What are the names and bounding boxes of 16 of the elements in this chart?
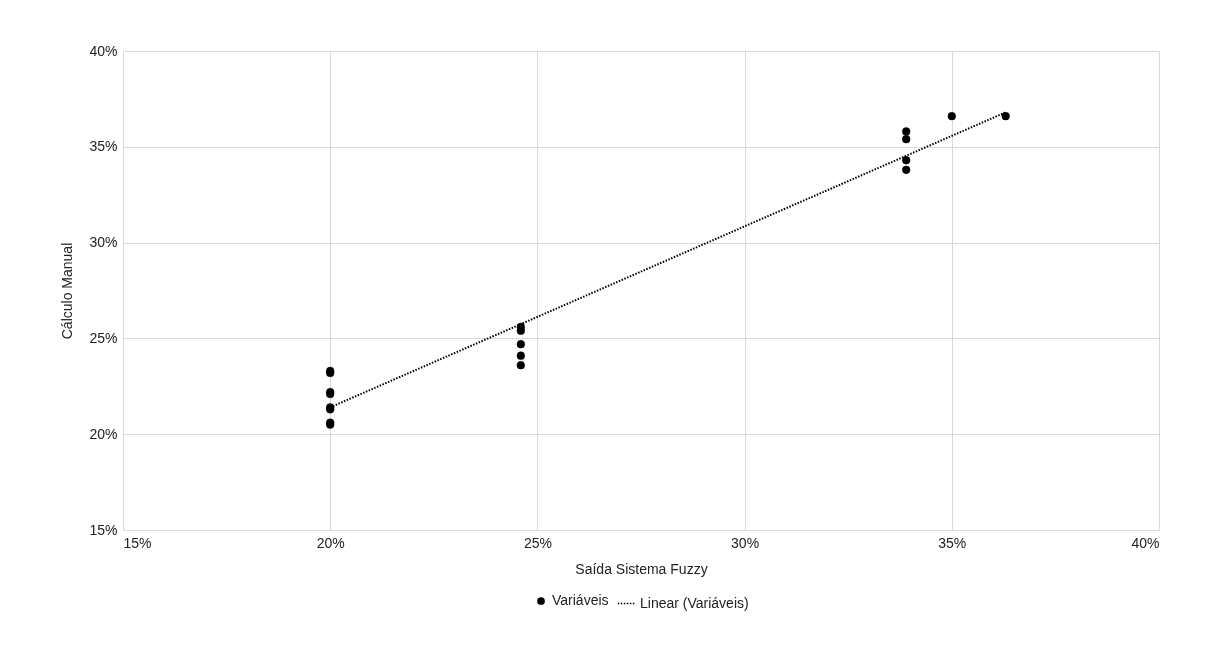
x-tick-label: 35%	[938, 534, 967, 551]
y-tick-label: 35%	[89, 138, 118, 155]
y-tick-label: 25%	[89, 329, 118, 346]
x-tick-label: 30%	[731, 534, 760, 551]
legend-label: Variáveis	[552, 592, 609, 608]
y-tick-label: 30%	[89, 234, 118, 251]
y-axis-title: Cálculo Manual	[59, 242, 76, 340]
x-axis-title: Saída Sistema Fuzzy	[575, 560, 708, 577]
x-tick-label: 25%	[523, 534, 552, 551]
y-tick-label: 20%	[89, 425, 118, 442]
x-tick-label: 20%	[316, 534, 345, 551]
legend-label: Linear (Variáveis)	[640, 594, 749, 611]
x-tick-label: 40%	[1131, 534, 1160, 551]
x-tick-label: 15%	[123, 534, 152, 551]
y-tick-label: 15%	[89, 521, 118, 538]
y-tick-label: 40%	[89, 42, 118, 59]
